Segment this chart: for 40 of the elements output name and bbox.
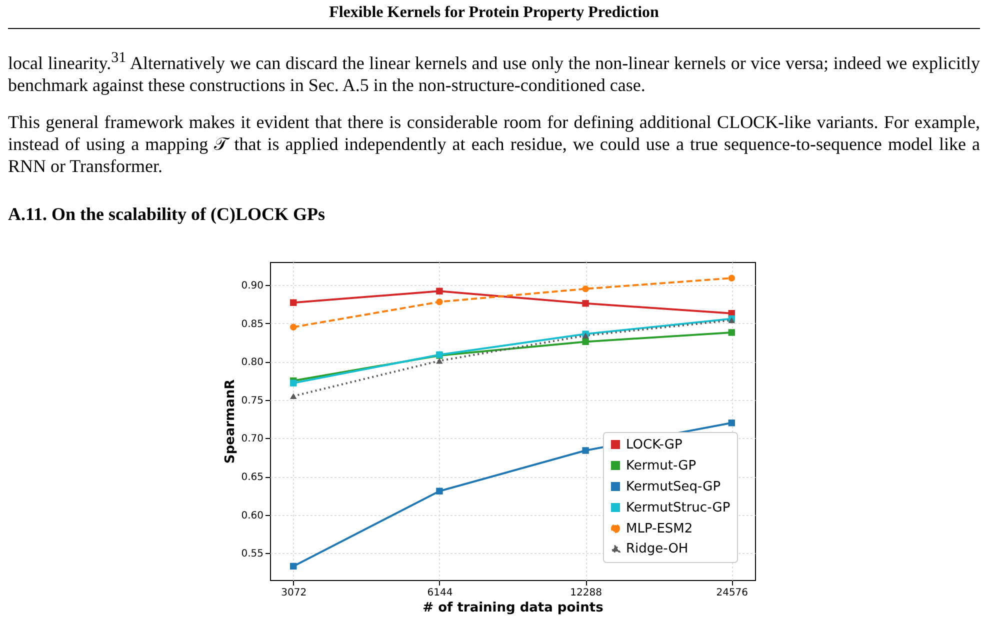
point — [290, 299, 297, 306]
x-tick-label: 6144 — [427, 588, 453, 598]
legend-label: KermutSeq-GP — [626, 480, 721, 494]
text: A.11. On the scalability of (C)LOCK GPs — [8, 203, 326, 225]
legend-label: LOCK-GP — [626, 438, 682, 452]
text: Flexible Kernels for Protein Property Prediction — [8, 2, 980, 29]
point — [436, 298, 443, 306]
point — [436, 288, 443, 294]
y-tick-label: 0.75 — [241, 395, 264, 406]
y-tick-label: 0.55 — [241, 548, 264, 560]
point — [728, 274, 735, 282]
text: This general framework makes it evident that there is considerable room for defining additional CLOCK-like variants. For example, instead of using a mapping 𝒯 that is applied independently at each residue, we could use a true sequence-to-sequence model like a RNN or Transformer. — [8, 111, 980, 177]
x-tick-label: 12288 — [570, 588, 602, 598]
point — [582, 300, 589, 307]
point — [436, 488, 443, 494]
point — [290, 324, 297, 330]
y-tick-label: 0.65 — [241, 472, 264, 484]
point — [290, 562, 297, 570]
x-tick-label: 3072 — [281, 588, 307, 598]
y-tick-label: 0.60 — [241, 510, 264, 522]
x-tick-label: 24576 — [716, 588, 748, 598]
y-tick-label: 0.80 — [241, 357, 264, 368]
point — [728, 329, 735, 336]
point — [290, 393, 297, 399]
y-axis-title: SpearmanR — [223, 379, 238, 464]
point — [582, 338, 589, 346]
x-axis-title: # of training data points — [422, 600, 604, 616]
point — [582, 285, 589, 292]
y-tick-label: 0.70 — [241, 434, 264, 445]
text: local linearity.$^{31}$ Alternatively we can discard the linear kernels and use only the non-linear kernels or vice versa; indeed we explicitly benchmark against these constructions in Sec. A.5 in the non-structure-conditioned case. — [8, 49, 980, 96]
legend-label: Kermut-GP — [626, 458, 696, 474]
point — [582, 447, 589, 454]
legend-label: KermutStruc-GP — [626, 500, 730, 516]
y-tick-label: 0.90 — [241, 280, 264, 292]
point — [290, 380, 297, 386]
y-tick-label: 0.85 — [241, 318, 264, 330]
legend-label: MLP-ESM2 — [626, 522, 693, 536]
point — [436, 358, 443, 364]
point — [728, 420, 735, 426]
legend-label: Ridge-OH — [626, 542, 688, 556]
